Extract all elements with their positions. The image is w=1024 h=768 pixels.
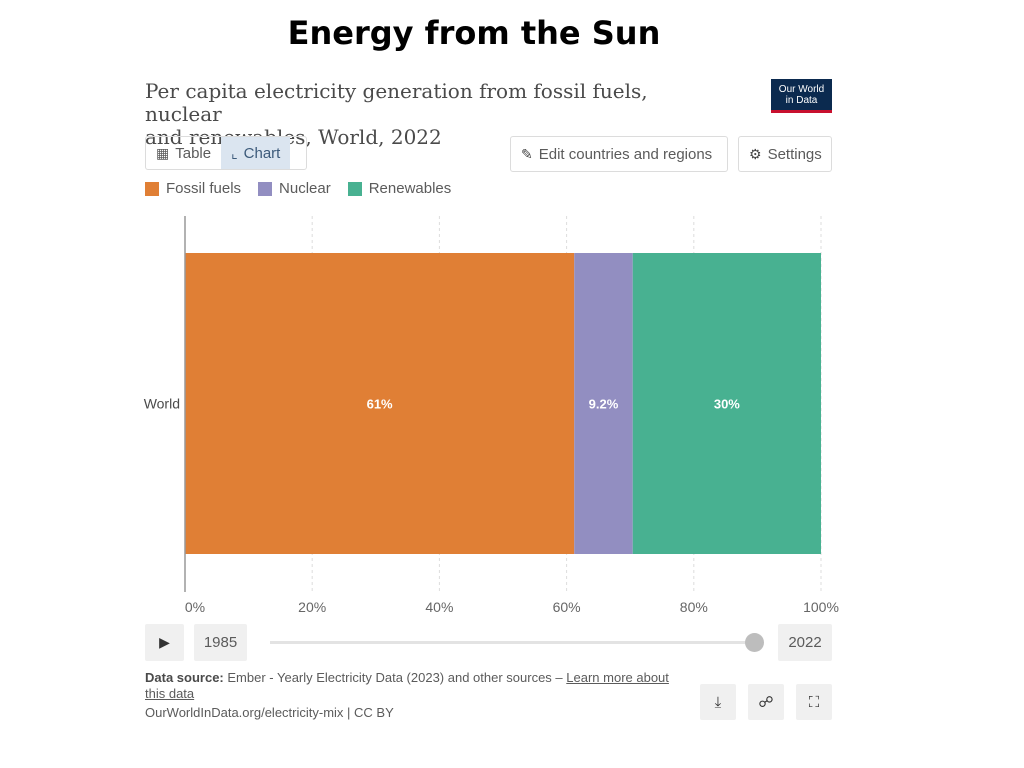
x-tick-label: 40% [425,599,453,615]
data-label: 9.2% [589,397,619,412]
footer: Data source: Ember - Yearly Electricity … [145,670,685,721]
tab-chart-label: Chart [243,144,281,162]
logo-line-1: Our World [778,84,825,95]
chart-title-line-2: and renewables, World, 2022 [145,125,442,149]
data-source-text: Ember - Yearly Electricity Data (2023) a… [227,670,563,685]
bar-segment [185,253,575,554]
x-tick-label: 60% [553,599,581,615]
legend-item-fossil[interactable]: Fossil fuels [145,180,241,197]
bar-segment [574,253,633,554]
slide-title: Energy from the Sun [287,14,661,52]
tab-table-label: Table [175,144,212,162]
settings-label: Settings [767,145,822,163]
edit-countries-label: Edit countries and regions [538,145,713,163]
legend-item-renewables[interactable]: Renewables [347,180,452,197]
legend-label-fossil: Fossil fuels [166,180,242,197]
legend-swatch-fossil [145,181,159,196]
data-label: 61% [367,397,393,412]
url-line[interactable]: OurWorldInData.org/electricity-mix | CC … [145,705,394,720]
tab-table[interactable]: ▦ Table [146,137,221,169]
download-icon: ⤓ [714,693,722,711]
learn-more-link[interactable]: Learn more about this data [145,670,669,701]
share-button[interactable]: ☍ [748,684,784,720]
x-tick-label: 80% [680,599,708,615]
tab-chart[interactable]: ⌞ Chart [221,137,291,169]
download-button[interactable]: ⤓ [700,684,736,720]
legend-label-renewables: Renewables [368,180,452,197]
gear-icon: ⚙ [749,145,762,162]
play-button[interactable]: ▶ [145,624,184,661]
timeline-track[interactable] [270,641,754,644]
owid-logo[interactable]: Our World in Data [771,79,832,113]
edit-countries-button[interactable]: ✎ Edit countries and regions [510,136,728,172]
chart-title: Per capita electricity generation from f… [145,80,705,149]
data-source-line: Data source: Ember - Yearly Electricity … [145,670,685,702]
end-year-box[interactable]: 2022 [778,624,832,661]
data-label: 30% [714,397,740,412]
legend-swatch-renewables [347,181,362,196]
category-label: World [144,396,180,412]
pencil-icon: ✎ [521,145,533,162]
logo-line-2: in Data [785,95,818,106]
legend-item-nuclear[interactable]: Nuclear [258,180,331,197]
legend-swatch-nuclear [258,181,273,196]
chart-icon: ⌞ [231,144,238,161]
legend-label-nuclear: Nuclear [279,180,331,197]
fullscreen-button[interactable]: ⛶ [796,684,832,720]
x-tick-label: 0% [185,599,205,615]
legend: Fossil fuels Nuclear Renewables [145,180,468,197]
chart-title-line-1: Per capita electricity generation from f… [145,79,648,126]
bar-segment [632,253,821,554]
x-tick-label: 100% [803,599,839,615]
data-source-label: Data source: [145,670,224,685]
share-icon: ☍ [758,694,774,711]
x-tick-label: 20% [298,599,326,615]
play-icon: ▶ [159,634,170,650]
view-tabs: ▦ Table ⌞ Chart [145,136,307,170]
settings-button[interactable]: ⚙ Settings [738,136,832,172]
timeline-handle[interactable] [745,633,764,652]
start-year-box[interactable]: 1985 [194,624,247,661]
fullscreen-icon: ⛶ [808,693,820,711]
table-icon: ▦ [156,144,170,161]
